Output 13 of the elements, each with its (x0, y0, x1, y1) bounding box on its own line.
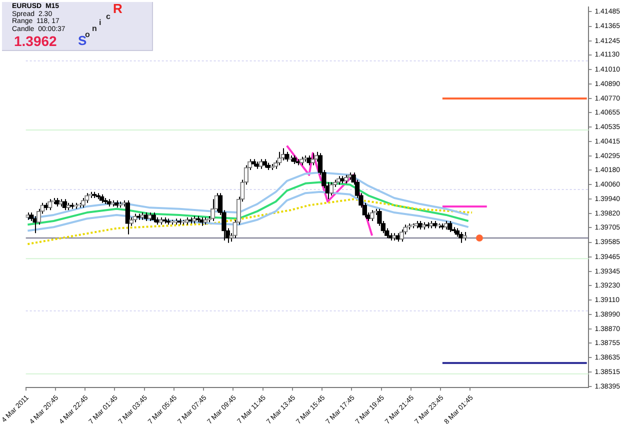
candlestick (277, 151, 282, 166)
candlestick (84, 192, 90, 204)
candlestick (458, 231, 464, 244)
candlestick (329, 182, 334, 196)
candlestick (48, 198, 52, 211)
candlestick (258, 158, 264, 170)
candlestick (448, 220, 452, 232)
annotation: R (113, 1, 122, 16)
line-series (26, 198, 474, 246)
candlestick (370, 210, 374, 222)
annotation: 1.3962 (14, 33, 57, 49)
candlestick (284, 151, 290, 162)
candlestick (210, 198, 216, 222)
